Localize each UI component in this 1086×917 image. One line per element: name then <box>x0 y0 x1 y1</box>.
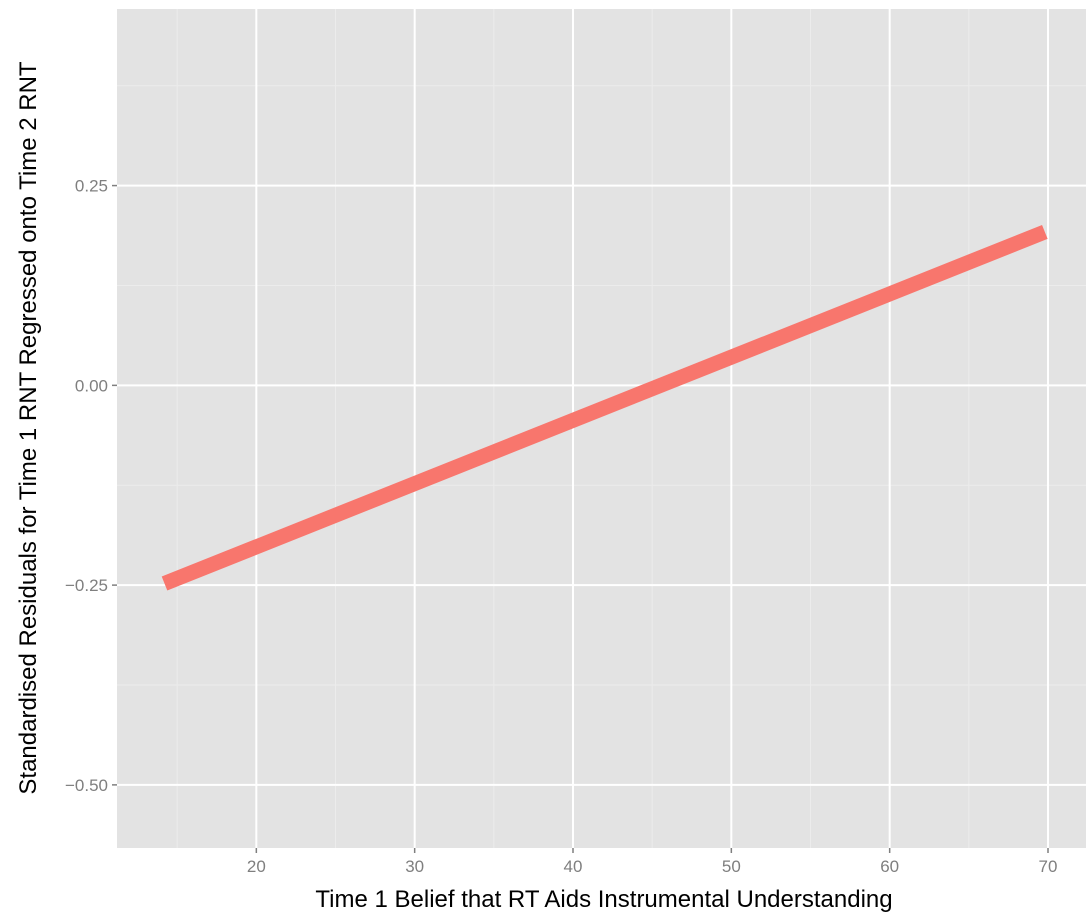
x-tick-label-40: 40 <box>564 857 583 876</box>
x-tick-label-70: 70 <box>1039 857 1058 876</box>
x-tick-label-30: 30 <box>405 857 424 876</box>
x-axis: 20 30 40 50 60 70 <box>247 848 1058 876</box>
plot-panel <box>117 9 1086 848</box>
x-tick-label-60: 60 <box>880 857 899 876</box>
y-tick-label-1: 0.00 <box>75 376 108 395</box>
y-axis: 0.25 0.00 −0.25 −0.50 <box>65 177 117 795</box>
series-layer <box>161 224 1048 591</box>
y-tick-label-2: −0.25 <box>65 576 108 595</box>
y-tick-label-0: 0.25 <box>75 177 108 196</box>
x-axis-title: Time 1 Belief that RT Aids Instrumental … <box>315 886 892 913</box>
y-axis-title: Standardised Residuals for Time 1 RNT Re… <box>15 61 42 795</box>
major-grid <box>117 9 1086 848</box>
minor-grid <box>117 9 1086 848</box>
x-tick-label-50: 50 <box>722 857 741 876</box>
y-tick-label-3: −0.50 <box>65 776 108 795</box>
x-tick-label-20: 20 <box>247 857 266 876</box>
series-line-0 <box>161 224 1048 591</box>
